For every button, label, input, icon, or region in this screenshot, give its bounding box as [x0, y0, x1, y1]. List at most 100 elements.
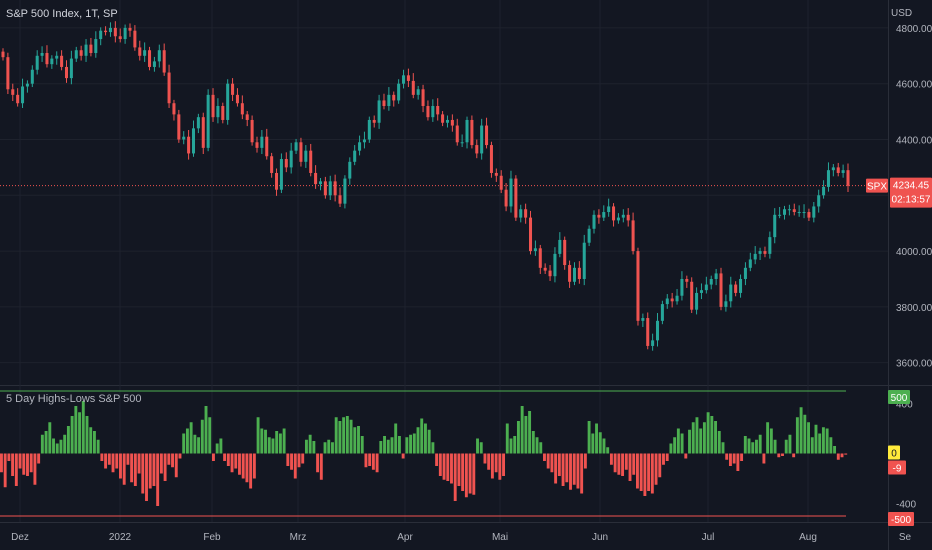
- indicator-title[interactable]: 5 Day Highs-Lows S&P 500: [6, 393, 142, 405]
- candle: [177, 109, 181, 143]
- histogram-bar: [424, 423, 427, 454]
- time-tick-label: Mai: [492, 532, 508, 543]
- candle: [465, 116, 469, 149]
- candle: [294, 138, 298, 154]
- candle-body: [494, 172, 498, 176]
- histogram-bar: [360, 436, 364, 454]
- candle: [367, 116, 371, 143]
- price-tick-label: 4000.00: [896, 247, 932, 258]
- histogram-bar: [595, 423, 598, 454]
- histogram-bar: [624, 453, 628, 470]
- candle-body: [797, 212, 801, 214]
- histogram-bar: [3, 453, 7, 488]
- candle: [245, 111, 249, 127]
- candle: [216, 98, 220, 124]
- histogram-bar: [85, 416, 89, 454]
- candle: [514, 175, 518, 221]
- candle: [402, 69, 406, 89]
- candle-body: [226, 83, 230, 120]
- histogram-bar: [751, 442, 755, 454]
- candle: [802, 204, 806, 219]
- histogram-bar: [282, 428, 286, 454]
- upper-level-badge: [888, 390, 910, 404]
- histogram-bar: [762, 453, 766, 464]
- histogram-bar: [66, 426, 70, 454]
- time-tick-label: Aug: [799, 532, 817, 543]
- histogram-bar: [304, 439, 308, 454]
- candle-body: [612, 206, 616, 221]
- time-axis[interactable]: Dez 2022 Feb Mrz Apr Mai Jun Jul Aug Se: [11, 532, 911, 543]
- candle-body: [289, 150, 293, 168]
- candle-body: [201, 117, 205, 148]
- histogram-bar: [119, 453, 122, 479]
- candle-body: [529, 217, 533, 252]
- histogram-bar: [457, 453, 461, 486]
- candle: [270, 152, 274, 178]
- candle: [309, 143, 313, 177]
- candle-body: [538, 248, 542, 268]
- histogram-bar: [717, 431, 721, 454]
- candle-body: [660, 304, 664, 321]
- candle: [333, 174, 337, 202]
- candle-body: [753, 253, 757, 260]
- pane-separator[interactable]: [0, 385, 932, 386]
- candle: [817, 189, 821, 213]
- candle-body: [675, 295, 679, 302]
- candle-body: [636, 251, 640, 321]
- histogram-bar: [513, 436, 517, 454]
- candle: [94, 31, 98, 58]
- indicator-axis[interactable]: -400 400: [896, 400, 916, 511]
- currency-label: USD: [891, 8, 913, 19]
- candle: [421, 84, 425, 113]
- indicator-tick-label: 400: [896, 400, 913, 411]
- histogram-bar: [773, 439, 777, 454]
- histogram-bar: [405, 437, 409, 454]
- candle-body: [406, 75, 410, 81]
- candle-body: [191, 128, 196, 154]
- histogram-bar: [386, 439, 390, 454]
- candle: [64, 60, 69, 83]
- candle-body: [450, 119, 454, 126]
- current-value-text: -9: [893, 464, 902, 475]
- histogram-bar: [609, 453, 613, 465]
- candle: [768, 231, 772, 259]
- histogram-bar: [163, 453, 167, 481]
- candle-body: [836, 167, 840, 173]
- candle-body: [514, 178, 518, 218]
- candle: [30, 65, 34, 88]
- histogram-bar: [345, 416, 349, 454]
- candle: [411, 73, 415, 99]
- candle: [255, 136, 259, 153]
- candle: [602, 205, 606, 221]
- histogram-bar: [342, 417, 346, 454]
- histogram-bar: [691, 422, 695, 454]
- candle: [631, 212, 635, 255]
- histogram-bar: [736, 453, 740, 471]
- histogram-bar: [438, 453, 442, 476]
- histogram-bar: [267, 437, 271, 454]
- lower-level-badge: [888, 512, 914, 526]
- candle: [162, 43, 166, 76]
- histogram-bar: [420, 418, 424, 454]
- histogram-bar: [450, 453, 453, 484]
- candle: [836, 162, 840, 177]
- candle: [792, 203, 796, 216]
- histogram-bar: [673, 437, 677, 454]
- histogram-bar: [799, 407, 803, 454]
- histogram-bar: [204, 406, 208, 454]
- candle-body: [392, 94, 396, 101]
- histogram-bar: [591, 433, 595, 454]
- candle: [475, 139, 479, 159]
- time-tick-label: Se: [899, 532, 912, 543]
- histogram-bar: [141, 453, 145, 494]
- candle: [797, 205, 801, 217]
- chart-title[interactable]: S&P 500 Index, 1T, SP: [6, 8, 118, 20]
- histogram-bar: [7, 453, 11, 461]
- histogram-bar: [275, 431, 279, 454]
- histogram-bar: [602, 438, 606, 454]
- candle: [763, 246, 767, 258]
- candle: [748, 252, 752, 272]
- candle: [260, 130, 264, 154]
- histogram-bar: [115, 453, 119, 469]
